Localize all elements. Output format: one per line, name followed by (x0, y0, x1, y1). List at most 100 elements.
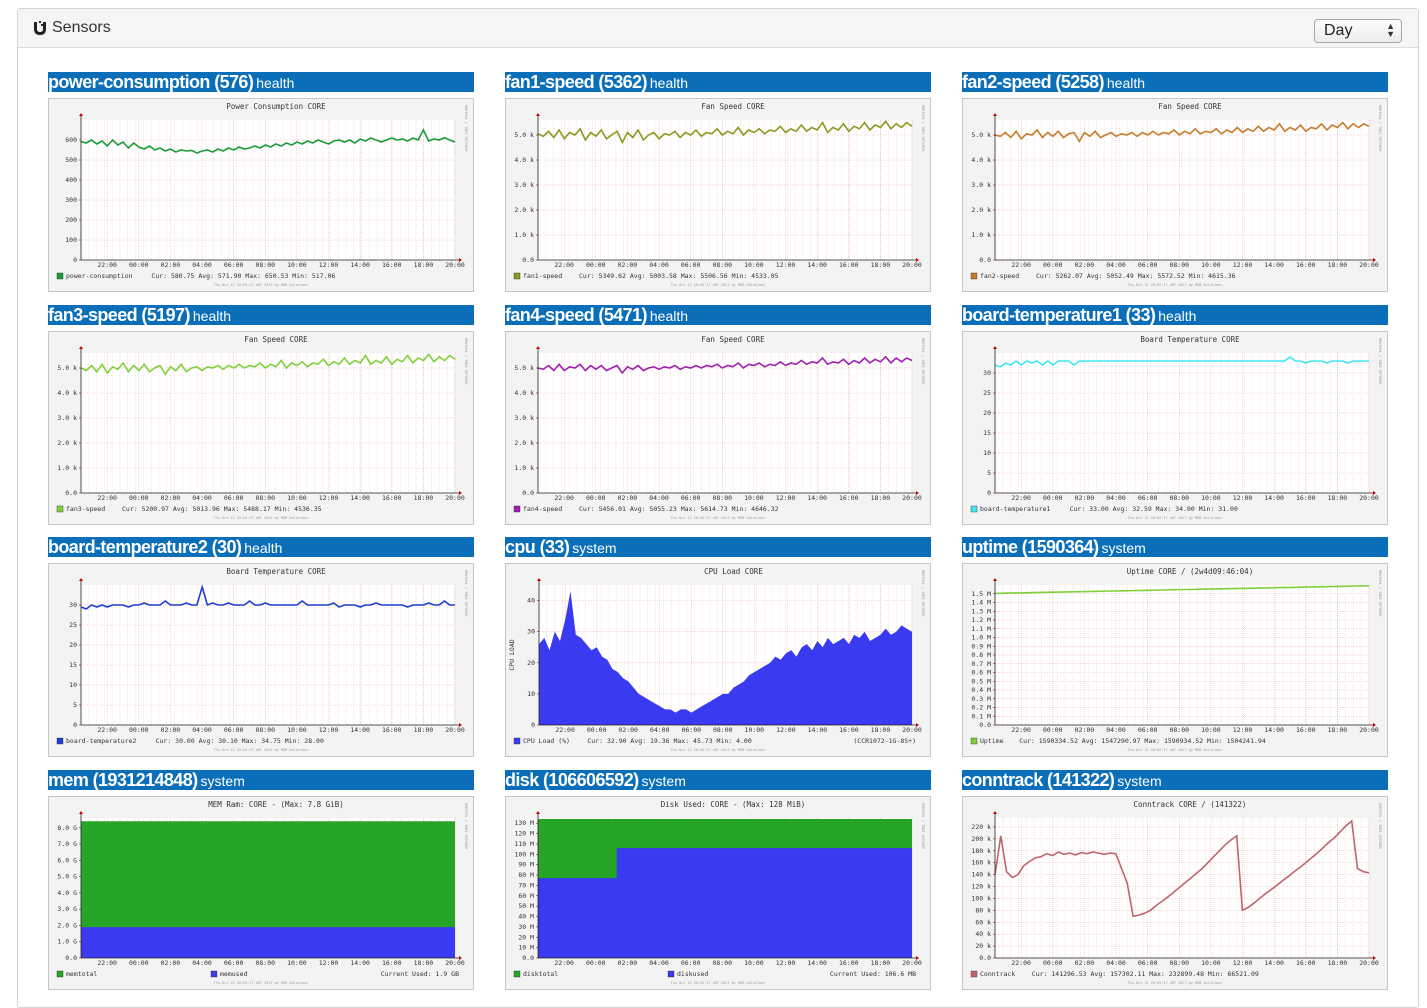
x-tick-label: 12:00 (1233, 959, 1253, 967)
y-tick-label: 100 k (971, 894, 991, 902)
rrd-graph[interactable]: 0 10 20 30 40 22:00 00:00 02:00 04:00 06:00 08:00 1… (505, 563, 931, 757)
rrd-graph[interactable]: 0.0 1.0 k 2.0 k 3.0 k 4.0 k 5.0 k 22:00 00:00 02… (505, 331, 931, 525)
side-credit: RRDTOOL / TOBI OETIKER (464, 803, 468, 850)
y-tick-label: 0.6 M (971, 669, 991, 677)
legend-stats: Cur: 5349.62 Avg: 5003.58 Max: 5506.56 M… (579, 272, 779, 280)
y-tick-label: 3.0 k (514, 181, 534, 189)
ubiquiti-logo-icon (34, 21, 46, 35)
x-tick-label: 02:00 (1075, 494, 1095, 502)
chart-svg: 0.0 1.0 G 2.0 G 3.0 G 4.0 G 5.0 G 6.0 G 7.0 G 8.… (56, 800, 468, 985)
graph-cell: cpu (33) system 0 10 20 30 40 22:00 00:00 02:00 04… (505, 537, 931, 762)
x-tick-label: 00:00 (587, 726, 607, 734)
chart-title: Power Consumption CORE (226, 102, 326, 111)
graph-title-type: system (1101, 540, 1146, 556)
y-tick-label: 10 (527, 690, 535, 698)
graph-title-link[interactable]: disk (106606592) system (505, 770, 931, 790)
rrd-graph[interactable]: 0.0 1.0 G 2.0 G 3.0 G 4.0 G 5.0 G 6.0 G 7.0 G 8.… (48, 796, 474, 990)
graph-title-link[interactable]: uptime (1590364) system (962, 537, 1388, 557)
legend-label: Conntrack (980, 970, 1015, 978)
x-tick-label: 22:00 (1011, 959, 1031, 967)
graph-title-type: health (192, 308, 232, 324)
side-credit: RRDTOOL / TOBI OETIKER (1378, 803, 1382, 850)
graph-title-link[interactable]: fan3-speed (5197) health (48, 305, 474, 325)
y-tick-label: 180 k (971, 847, 991, 855)
legend-stats: Cur: 30.00 Avg: 30.10 Max: 34.75 Min: 28… (156, 737, 324, 745)
graph-title-link[interactable]: power-consumption (576) health (48, 72, 474, 92)
legend-stats: Cur: 32.90 Avg: 19.36 Max: 45.73 Min: 4.… (587, 737, 751, 745)
y-axis-arrow (993, 113, 997, 116)
rrd-graph[interactable]: 0.0 1.0 k 2.0 k 3.0 k 4.0 k 5.0 k 22:00 00:00 02… (505, 98, 931, 292)
x-tick-label: 12:00 (319, 726, 339, 734)
x-tick-label: 10:00 (1201, 726, 1221, 734)
y-tick-label: 15 (983, 429, 991, 437)
y-tick-label: 4.0 k (971, 156, 991, 164)
legend-swatch (513, 272, 521, 280)
rrd-graph[interactable]: 0.0 1.0 k 2.0 k 3.0 k 4.0 k 5.0 k 22:00 00:00 02… (962, 98, 1388, 292)
rrd-graph[interactable]: 0.0 0.1 M 0.2 M 0.3 M 0.4 M 0.5 M 0.6 M 0.7 M 0.… (962, 563, 1388, 757)
y-tick-label: 5.0 k (514, 131, 534, 139)
x-tick-label: 06:00 (681, 261, 701, 269)
y-tick-label: 8.0 G (57, 824, 77, 832)
x-tick-label: 04:00 (192, 726, 212, 734)
graph-title-link[interactable]: board-temperature1 (33) health (962, 305, 1388, 325)
y-tick-label: 0.4 M (971, 686, 991, 694)
select-arrows-icon: ▲ ▼ (1386, 21, 1395, 39)
y-tick-label: 100 (65, 236, 77, 244)
graph-title-link[interactable]: cpu (33) system (505, 537, 931, 557)
x-tick-label: 14:00 (1264, 959, 1284, 967)
y-tick-label: 30 M (518, 923, 534, 931)
rrd-graph[interactable]: 0 5 10 15 20 25 30 22:00 00:00 02:00 04:00 06:00 08:… (962, 331, 1388, 525)
rrd-graph[interactable]: 0.0 10 M 20 M 30 M 40 M 50 M 60 M 70 M 80 M 90 M 1… (505, 796, 931, 990)
graph-title-link[interactable]: mem (1931214848) system (48, 770, 474, 790)
x-tick-label: 12:00 (1233, 261, 1253, 269)
rrd-graph[interactable]: 0.0 1.0 k 2.0 k 3.0 k 4.0 k 5.0 k 22:00 00:00 02… (48, 331, 474, 525)
graph-title-link[interactable]: board-temperature2 (30) health (48, 537, 474, 557)
graph-cell: board-temperature2 (30) health 0 5 10 15 20 25 3… (48, 537, 474, 762)
graph-title-type: system (641, 773, 686, 789)
x-tick-label: 10:00 (1201, 959, 1221, 967)
series-line (994, 819, 1370, 918)
x-tick-label: 18:00 (414, 959, 434, 967)
y-tick-label: 0 (73, 256, 77, 264)
y-tick-label: 2.0 k (514, 206, 534, 214)
x-tick-label: 22:00 (554, 261, 574, 269)
y-tick-label: 0.0 (522, 256, 534, 264)
x-tick-label: 14:00 (1264, 726, 1284, 734)
legend-swatch (667, 970, 675, 978)
rrd-graph[interactable]: 0 5 10 15 20 25 30 22:00 00:00 02:00 04:00 06:00 08:… (48, 563, 474, 757)
graph-title-link[interactable]: fan1-speed (5362) health (505, 72, 931, 92)
x-axis-arrow (916, 491, 919, 495)
rrd-graph[interactable]: 0 100 200 300 400 500 600 22:00 00:00 02:00 04:00 0… (48, 98, 474, 292)
x-tick-label: 20:00 (1359, 261, 1379, 269)
y-tick-label: 200 k (971, 835, 991, 843)
series-line (994, 355, 1369, 368)
graph-title-link[interactable]: fan2-speed (5258) health (962, 72, 1388, 92)
chart-title: Fan Speed CORE (701, 102, 765, 111)
graph-title-name: conntrack (141322) (962, 770, 1115, 790)
y-tick-label: 0.0 (979, 954, 991, 962)
x-tick-label: 18:00 (1328, 494, 1348, 502)
panel-title: Sensors (32, 19, 111, 37)
x-tick-label: 10:00 (287, 726, 307, 734)
graph-title-link[interactable]: fan4-speed (5471) health (505, 305, 931, 325)
y-tick-label: 0.0 (979, 721, 991, 729)
legend-label: CPU Load (%) (523, 737, 570, 745)
x-axis-arrow (1373, 491, 1376, 495)
x-tick-label: 06:00 (1138, 261, 1158, 269)
graph-footer: Thu Oct 12 20:03:17 ART 2017 by MKB Solu… (214, 981, 309, 985)
y-tick-label: 2.0 k (514, 439, 534, 447)
x-tick-label: 04:00 (1106, 261, 1126, 269)
y-axis-label: CPU LOAD (508, 639, 516, 670)
graph-footer: Thu Oct 12 20:03:17 ART 2017 by MKB Solu… (214, 748, 309, 752)
chart-title: MEM Ram: CORE - (Max: 7.8 GiB) (208, 800, 343, 809)
graph-title-link[interactable]: conntrack (141322) system (962, 770, 1388, 790)
rrd-graph[interactable]: 0.0 20 k 40 k 60 k 80 k 100 k 120 k 140 k 160 k 1… (962, 796, 1388, 990)
y-axis-arrow (79, 113, 83, 116)
x-tick-label: 22:00 (97, 261, 117, 269)
legend-stats: Current Used: 1.9 GB (381, 970, 459, 978)
chart-svg: 0.0 1.0 k 2.0 k 3.0 k 4.0 k 5.0 k 22:00 00:00 02… (970, 102, 1382, 287)
period-select[interactable]: Day ▲ ▼ (1314, 19, 1402, 43)
x-axis-arrow (1373, 723, 1376, 727)
x-tick-label: 08:00 (255, 959, 275, 967)
graph-footer: Thu Oct 12 20:03:17 ART 2017 by MKB Solu… (671, 516, 766, 520)
